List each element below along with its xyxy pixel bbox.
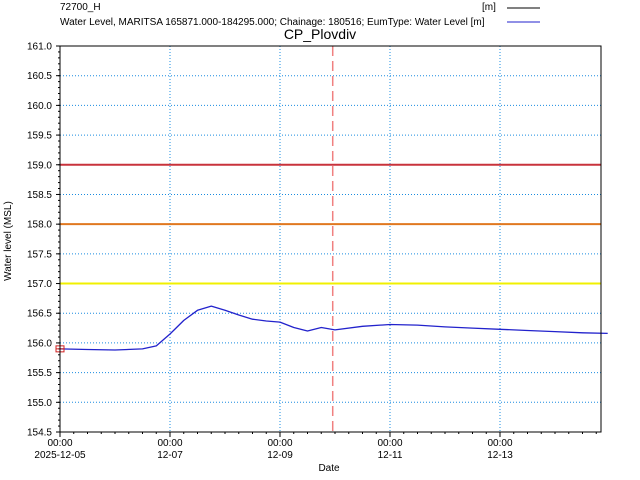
legend-entry-2-label: Water Level, MARITSA 165871.000-184295.0… <box>60 17 485 28</box>
chart-title: CP_Plovdiv <box>284 26 356 42</box>
x-tick-time: 00:00 <box>487 438 512 449</box>
x-tick-time: 00:00 <box>157 438 182 449</box>
y-tick-label: 155.5 <box>27 368 52 379</box>
x-tick-time: 00:00 <box>47 438 72 449</box>
y-tick-label: 157.0 <box>27 279 52 290</box>
y-tick-label: 156.0 <box>27 338 52 349</box>
x-tick-time: 00:00 <box>267 438 292 449</box>
y-tick-label: 158.0 <box>27 220 52 231</box>
x-tick-date: 12-07 <box>157 450 183 461</box>
y-tick-label: 161.0 <box>27 42 52 53</box>
y-tick-label: 159.5 <box>27 131 52 142</box>
y-tick-label: 158.5 <box>27 190 52 201</box>
x-axis-title: Date <box>318 463 340 474</box>
plot-frame <box>59 45 602 433</box>
y-tick-label: 160.5 <box>27 71 52 82</box>
x-tick-date: 12-11 <box>378 450 403 461</box>
x-tick-date: 12-09 <box>267 450 293 461</box>
y-tick-label: 159.0 <box>27 160 52 171</box>
x-tick-date: 12-13 <box>487 450 513 461</box>
y-tick-label: 155.0 <box>27 398 52 409</box>
y-tick-label: 156.5 <box>27 309 52 320</box>
x-tick-date: 2025-12-05 <box>34 450 86 461</box>
x-tick-time: 00:00 <box>377 438 402 449</box>
legend-entry-1-unit: [m] <box>482 2 496 13</box>
plot-area: 161.0 160.5 160.0 159.5 159.0 158.5 158.0 157.5… <box>27 42 608 461</box>
y-tick-label: 160.0 <box>27 101 52 112</box>
y-tick-label: 154.5 <box>27 428 52 439</box>
y-tick-label: 157.5 <box>27 249 52 260</box>
y-axis-title: Water level (MSL) <box>3 201 14 281</box>
legend-entry-1-label: 72700_H <box>60 2 101 13</box>
series-line <box>59 305 608 351</box>
plot-background <box>60 46 601 432</box>
legend: 72700_H [m] Water Level, MARITSA 165871.… <box>60 2 540 28</box>
